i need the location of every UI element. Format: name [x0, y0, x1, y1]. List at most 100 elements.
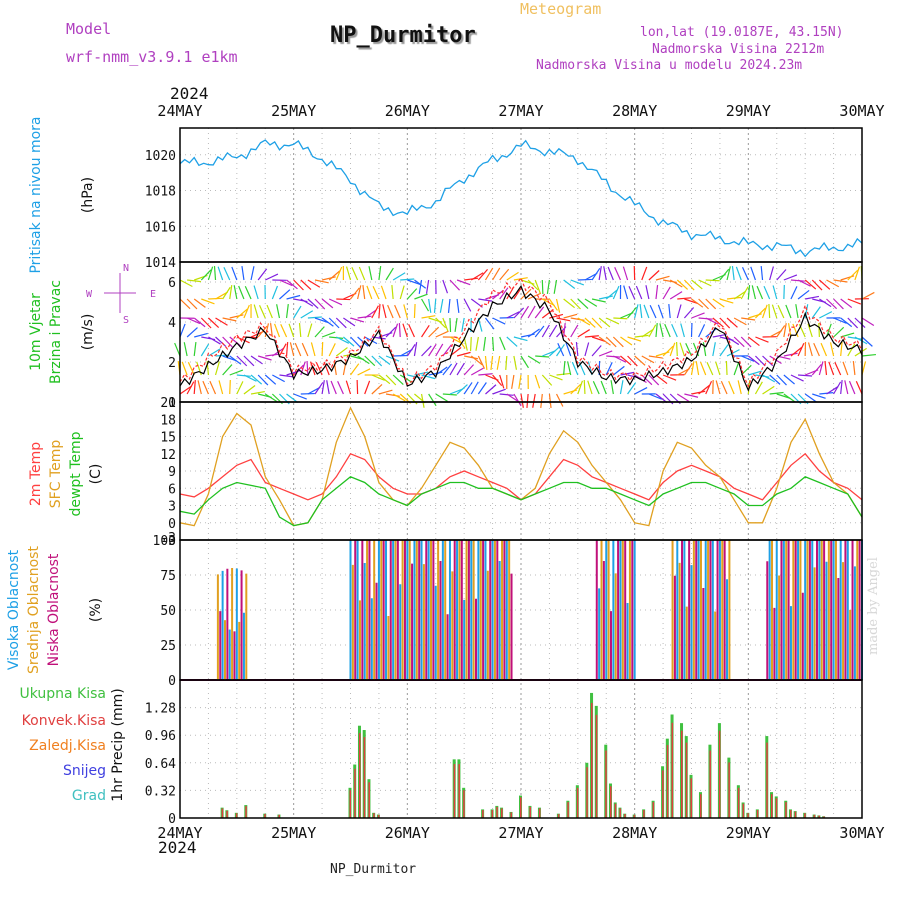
wind-arrow	[492, 267, 501, 281]
wind-arrow	[222, 286, 231, 300]
precip-conv-bar	[482, 810, 484, 818]
wind-arrow	[321, 317, 334, 327]
compass-n: N	[123, 263, 129, 274]
wind-arrow	[777, 305, 785, 319]
wind-arrow	[385, 374, 397, 386]
precip-conv-bar	[226, 810, 228, 818]
wind-arrow	[612, 336, 624, 348]
wind-arrow	[811, 279, 823, 291]
wind-arrow	[279, 374, 294, 378]
wind-arrow	[323, 361, 330, 376]
wind-arrow	[264, 393, 278, 403]
wind-arrow	[513, 336, 528, 342]
wind-arrow	[726, 349, 740, 357]
wind-arrow	[735, 266, 742, 281]
wind-arrow	[279, 279, 293, 287]
wind-arrow	[587, 380, 593, 395]
wind-arrow	[350, 336, 361, 348]
wind-arrow	[186, 381, 195, 395]
wind-arrow	[854, 266, 860, 281]
wind-arrow	[805, 295, 820, 300]
wind-arrow	[751, 285, 757, 300]
wind-arrow	[477, 382, 487, 395]
wind-arrow	[683, 363, 693, 376]
wind-arrow	[229, 285, 233, 300]
wind-arrow	[314, 326, 325, 338]
wind-arrow	[243, 355, 255, 367]
wind-arrow	[740, 336, 752, 348]
wind-arrow	[639, 304, 643, 319]
wind-arrow	[330, 380, 337, 395]
wind-arrow	[840, 317, 853, 328]
wind-arrow	[712, 342, 716, 357]
wind-arrow	[769, 355, 782, 364]
wind-arrow	[300, 279, 312, 290]
precip-conv-bar	[685, 742, 688, 818]
wind-arrow	[577, 329, 591, 338]
wind-arrow	[250, 266, 255, 281]
wind-arrow	[833, 381, 842, 395]
y-tick-label: 0.96	[145, 729, 176, 744]
wind-arrow	[643, 304, 650, 319]
precip-conv-bar	[520, 797, 522, 818]
wind-arrow	[439, 298, 444, 313]
wind-arrow	[421, 315, 436, 319]
year-bottom: 2024	[158, 838, 197, 857]
wind-arrow	[541, 279, 544, 295]
product-title: Meteogram	[520, 0, 602, 18]
wind-arrow	[378, 374, 391, 385]
data-layer	[174, 139, 876, 819]
wind-arrow	[350, 287, 360, 300]
wind-arrow	[598, 266, 602, 281]
wind-arrow	[641, 328, 654, 338]
wind-arrow	[265, 353, 280, 357]
temp-line-1	[179, 406, 863, 527]
wind-arrow	[213, 265, 217, 281]
wind-arrow	[179, 323, 186, 338]
wind-arrow	[478, 373, 493, 376]
wind-arrow	[233, 285, 238, 300]
wind-arrow	[241, 266, 245, 281]
wind-arrow	[314, 279, 329, 284]
wind-arrow	[776, 374, 787, 386]
precip-legend-1: Konvek.Kisa	[22, 713, 106, 729]
precip-conv-bar	[747, 813, 749, 818]
day-label-top: 28MAY	[612, 102, 657, 120]
wind-arrow	[826, 279, 840, 288]
day-label-top: 24MAY	[157, 102, 202, 120]
wind-arrow	[513, 286, 523, 300]
wind-arrow	[620, 336, 633, 346]
wind-arrow	[380, 285, 387, 300]
day-label-bottom: 28MAY	[612, 824, 657, 842]
precip-conv-bar	[614, 803, 617, 818]
wind-arrow	[783, 323, 787, 338]
wind-arrow	[229, 369, 244, 376]
elevation-label: Nadmorska Visina 2212m	[652, 42, 825, 57]
wind-arrow	[499, 374, 505, 389]
wind-arrow	[413, 303, 416, 319]
y-tick-label: 0.32	[145, 784, 176, 799]
wind-speed-line	[179, 284, 863, 392]
wind-arrow	[668, 304, 671, 319]
wind-arrow	[819, 298, 832, 308]
wind-arrow	[648, 324, 657, 338]
wind-arrow	[797, 343, 805, 357]
day-label-top: 25MAY	[271, 102, 316, 120]
wind-arrow	[421, 298, 430, 312]
wind-arrow	[499, 268, 510, 281]
wind-arrow	[208, 336, 221, 345]
wind-arrow	[350, 363, 360, 376]
wind-arrow	[179, 385, 192, 395]
wind-arrow	[280, 324, 288, 338]
wind-arrow	[385, 326, 397, 338]
precip-legend-0: Ukupna Kisa	[19, 686, 106, 702]
wind-arrow	[577, 380, 584, 395]
wind-arrow	[828, 361, 835, 376]
wind-arrow	[526, 393, 529, 409]
wind-arrow	[207, 266, 214, 281]
wind-arrow	[731, 266, 735, 281]
precip-conv-bar	[349, 790, 351, 818]
precip-conv-bar	[368, 782, 370, 818]
wind-arrow	[193, 342, 197, 357]
precip-conv-bar	[709, 750, 711, 818]
